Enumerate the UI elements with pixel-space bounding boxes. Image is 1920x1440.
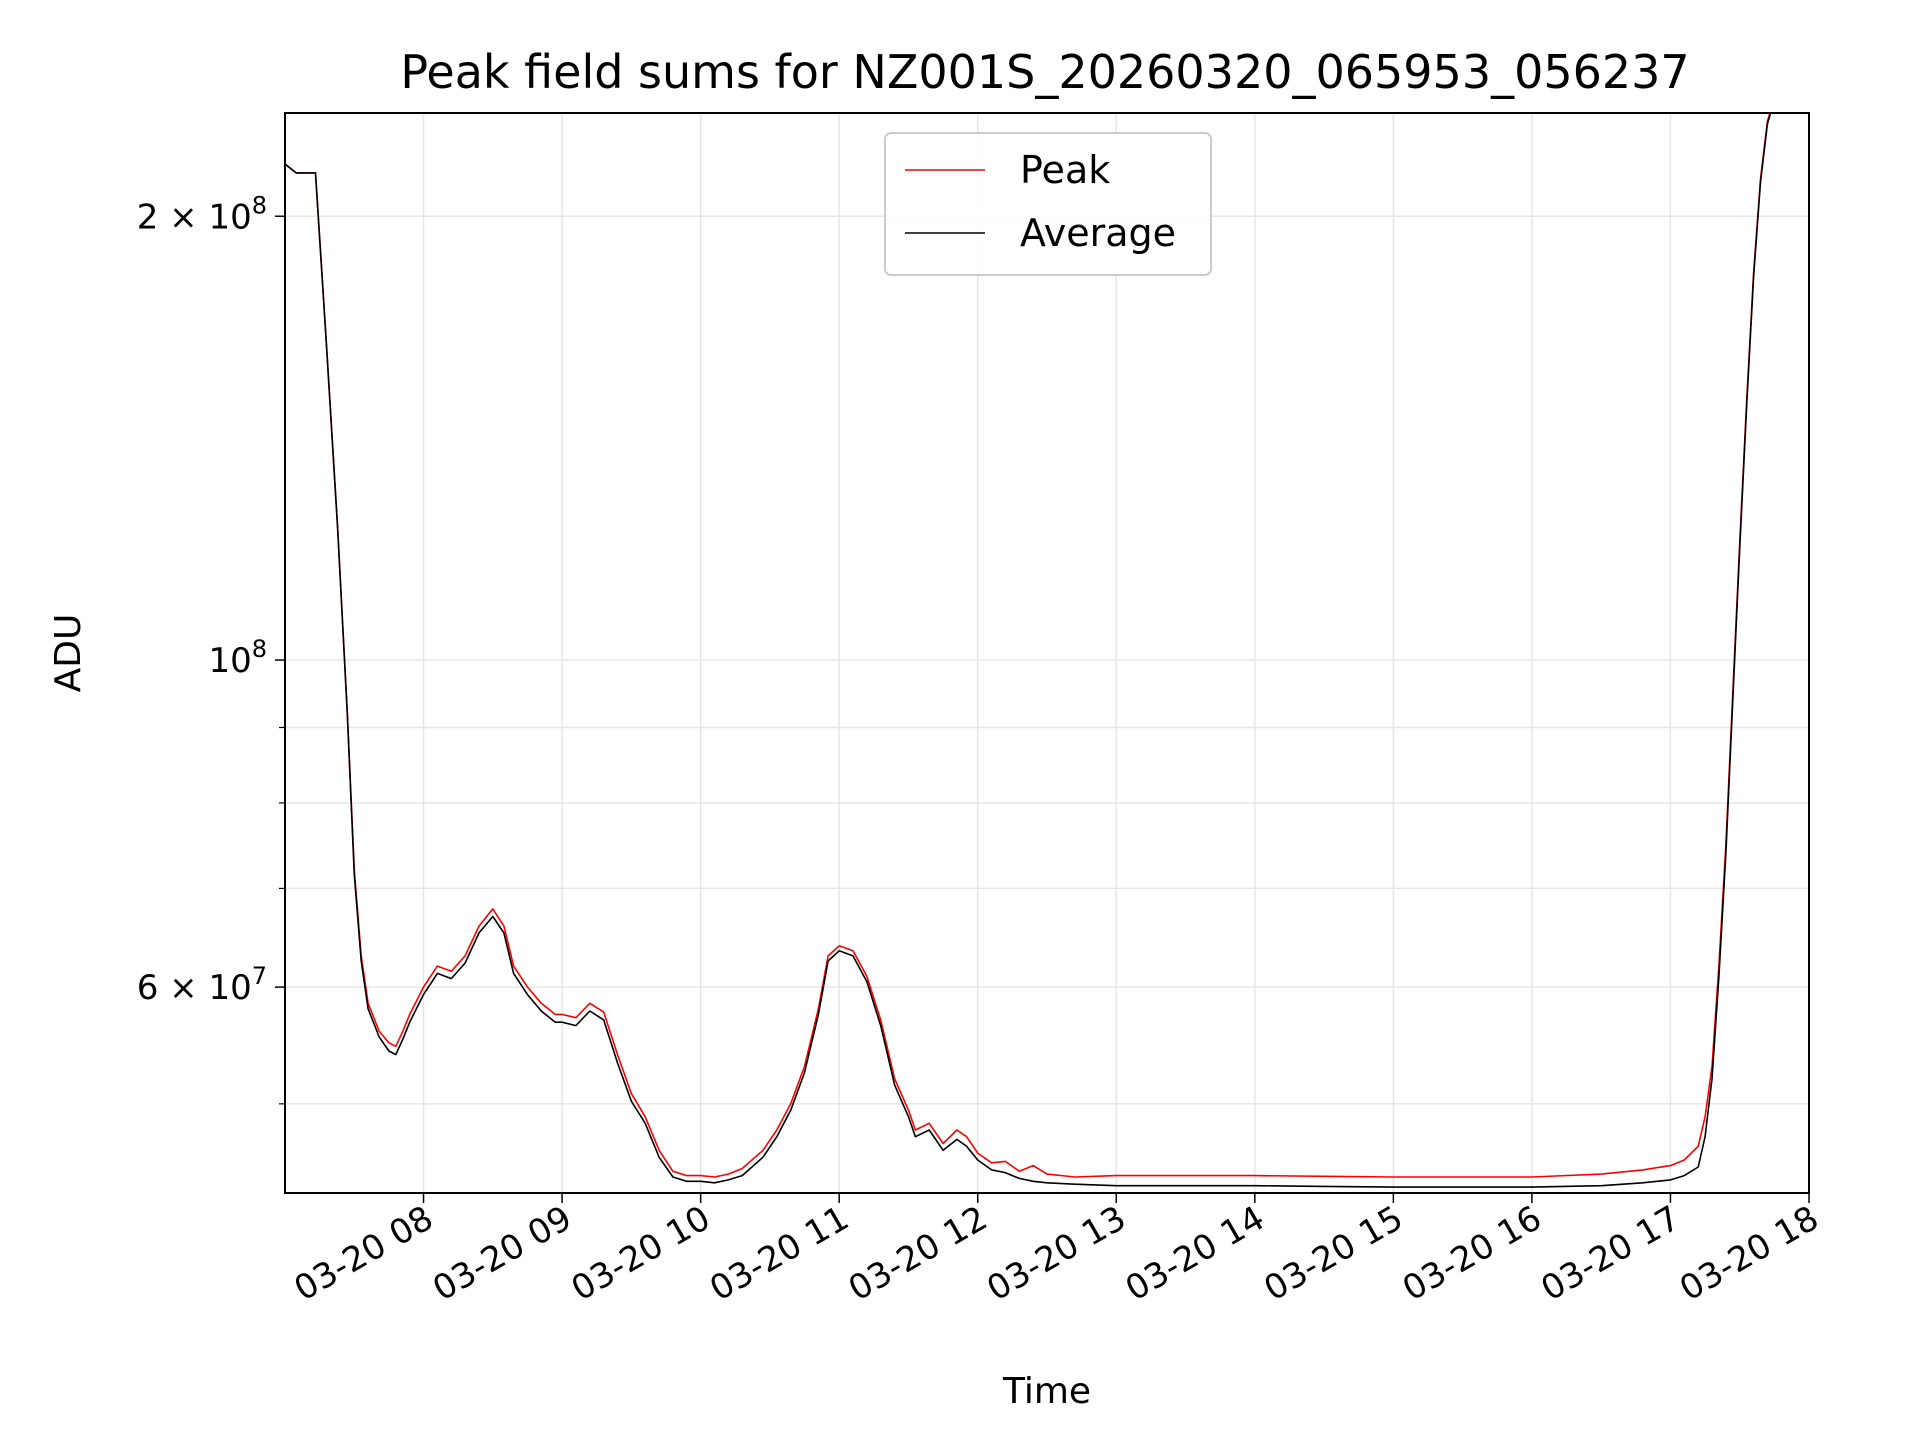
legend: Peak Average (884, 132, 1212, 276)
y-tick-label: 2 × 108 (137, 191, 267, 237)
axes-frame (284, 112, 1810, 1194)
legend-average-label: Average (1020, 211, 1176, 255)
plot-area (285, 113, 1772, 1188)
y-axis: 2 × 108 108 6 × 107 (137, 191, 285, 1105)
peak-series-line (285, 113, 1771, 1178)
legend-peak-label: Peak (1020, 148, 1110, 192)
y-tick-label: 6 × 107 (137, 962, 267, 1008)
legend-frame (884, 132, 1212, 276)
x-axis-label: Time (1002, 1371, 1091, 1412)
average-series-line (285, 113, 1772, 1188)
y-tick-label: 108 (208, 635, 267, 681)
y-axis-label: ADU (48, 614, 89, 693)
chart-title: Peak field sums for NZ001S_20260320_0659… (400, 45, 1689, 99)
